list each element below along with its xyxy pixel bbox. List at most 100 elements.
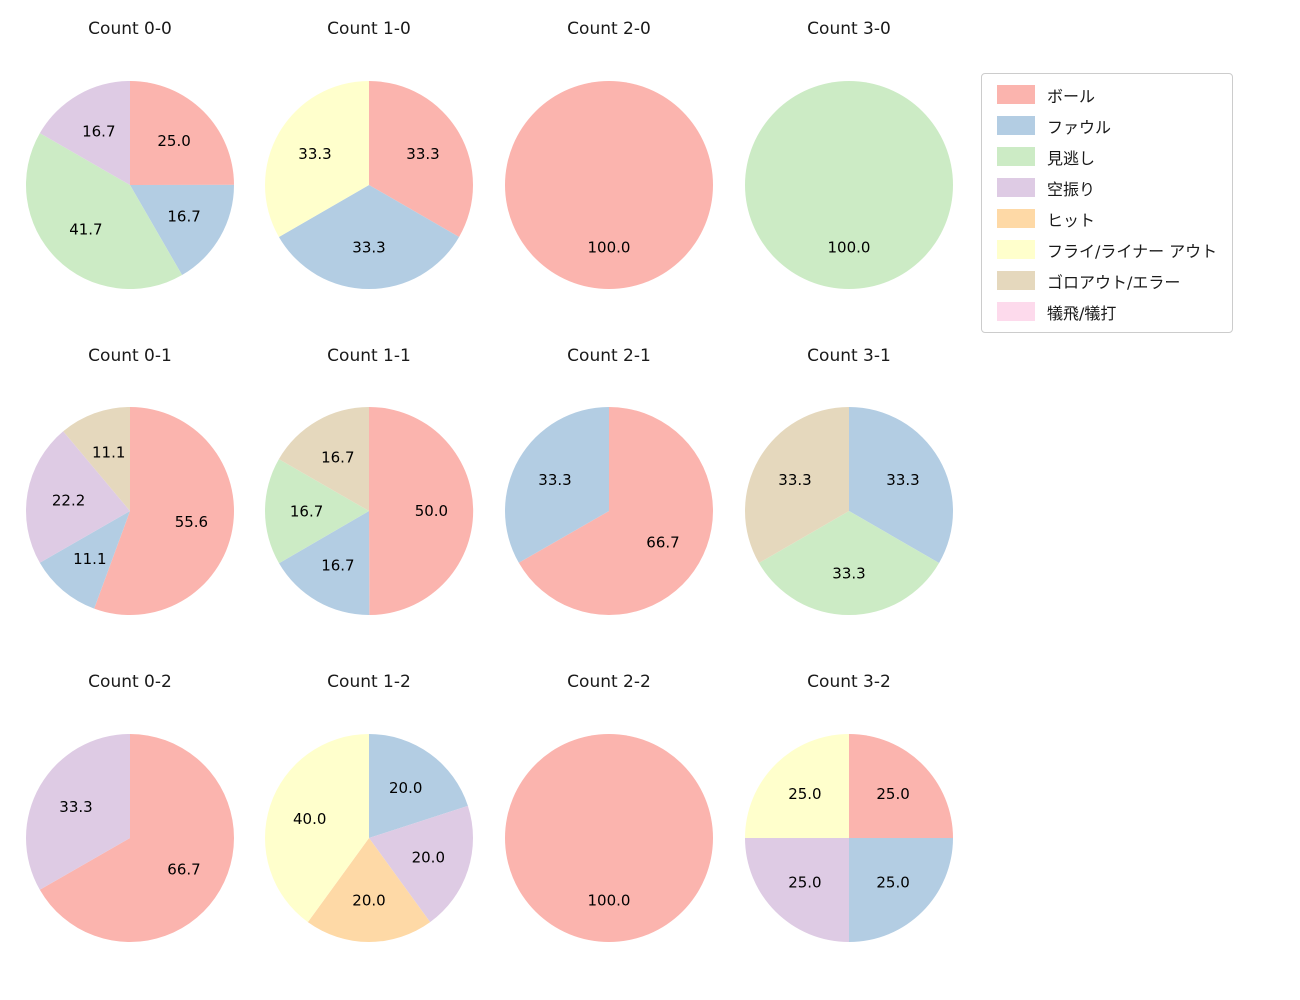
pie-slice-called-strike	[758, 511, 940, 616]
pie-slice-percent-label: 16.7	[290, 502, 323, 520]
pie-slice-ground-out-error	[63, 407, 130, 511]
pie-chart-count-3-0: 100.0	[745, 81, 953, 289]
pie-slice-percent-label: 33.3	[832, 565, 865, 583]
pie-slice-foul	[39, 511, 130, 609]
pie-slice-percent-label: 66.7	[646, 534, 679, 552]
legend-entry-fly-liner-out: フライ/ライナー アウト	[997, 240, 1218, 261]
pie-slice-ball	[518, 407, 713, 615]
pie-slice-percent-label: 25.0	[157, 132, 190, 150]
pie-slice-ball	[505, 734, 713, 942]
pie-slice-percent-label: 16.7	[321, 556, 354, 574]
pie-slice-percent-label: 41.7	[69, 220, 102, 238]
pie-slice-percent-label: 33.3	[538, 471, 571, 489]
pie-slice-foul	[849, 407, 954, 563]
pie-chart-count-2-0: 100.0	[505, 81, 713, 289]
pie-slice-called-strike	[264, 459, 369, 564]
pie-slice-percent-label: 33.3	[406, 145, 439, 163]
pie-slice-ball	[130, 81, 234, 185]
legend-label: ボール	[1047, 86, 1096, 106]
pie-slice-percent-label: 50.0	[415, 502, 448, 520]
pie-title: Count 1-1	[327, 346, 411, 366]
pie-slice-called-strike	[745, 81, 953, 289]
pie-slice-foul	[369, 734, 468, 838]
pie-slice-percent-label: 11.1	[92, 444, 125, 462]
pie-slice-ball	[39, 734, 234, 942]
pie-slice-ground-out-error	[744, 407, 849, 563]
pie-slice-fly-liner-out	[264, 734, 369, 923]
pie-slice-ground-out-error	[278, 407, 369, 511]
pie-slice-percent-label: 40.0	[293, 810, 326, 828]
pie-title: Count 2-0	[567, 19, 651, 39]
pie-slice-percent-label: 25.0	[788, 785, 821, 803]
pie-chart-count-0-1: 55.6 11.1 22.2 11.1	[25, 407, 234, 615]
pie-title: Count 0-1	[88, 346, 172, 366]
pie-chart-count-1-0: 33.3 33.3 33.3	[264, 80, 474, 290]
pie-slice-swinging-strike	[39, 81, 130, 185]
pie-title: Count 3-0	[807, 19, 891, 39]
pie-slice-swinging-strike	[745, 838, 849, 942]
pie-slice-ball	[94, 407, 234, 615]
pie-slice-ball	[849, 734, 953, 838]
legend-swatch-fly-liner-out	[997, 240, 1035, 259]
legend-swatch-ball	[997, 85, 1035, 104]
legend: ボールファウル見逃し空振りヒットフライ/ライナー アウト ゴロアウト/エラー 犠飛/…	[981, 73, 1234, 333]
pie-chart-count-3-2: 25.0 25.0 25.0 25.0	[745, 734, 953, 942]
pie-title: Count 1-2	[327, 672, 411, 692]
legend-swatch-called-strike	[997, 147, 1035, 166]
pie-slice-percent-label: 11.1	[73, 550, 106, 568]
legend-label: 犠飛/犠打	[1047, 303, 1117, 323]
pie-title: Count 2-1	[567, 346, 651, 366]
legend-label: ファウル	[1047, 117, 1112, 137]
pie-slice-foul	[278, 185, 460, 290]
pie-title: Count 2-2	[567, 672, 651, 692]
pie-title: Count 3-2	[807, 672, 891, 692]
pie-slice-swinging-strike	[25, 431, 130, 563]
pie-chart-count-1-2: 20.0 20.0 20.0 40.0	[264, 734, 474, 943]
legend-swatch-swinging-strike	[997, 178, 1035, 197]
legend-label: ゴロアウト/エラー	[1047, 272, 1181, 292]
pie-chart-count-0-2: 66.7 33.3	[25, 734, 234, 942]
pie-chart-count-0-0: 25.0 16.7 41.7 16.7	[25, 81, 235, 290]
pie-slice-ball	[369, 81, 474, 237]
pie-slice-foul	[279, 511, 370, 616]
pie-slice-percent-label: 16.7	[321, 448, 354, 466]
pie-slice-fly-liner-out	[264, 80, 369, 237]
legend-swatch-sacrifice	[997, 302, 1035, 321]
pie-slice-foul	[130, 184, 235, 276]
pie-slice-ball	[369, 406, 474, 615]
pie-slice-percent-label: 20.0	[352, 892, 385, 910]
pie-slice-percent-label: 22.2	[52, 491, 85, 509]
pie-slice-percent-label: 25.0	[876, 785, 909, 803]
pie-slice-hit	[307, 838, 431, 943]
pie-slice-swinging-strike	[25, 734, 130, 890]
pie-slice-ball	[505, 81, 713, 289]
pie-title: Count 0-0	[88, 19, 172, 39]
pie-title: Count 3-1	[807, 346, 891, 366]
legend-swatch-foul	[997, 116, 1035, 135]
pie-title: Count 0-2	[88, 672, 172, 692]
legend-entry-called-strike: 見逃し	[997, 147, 1217, 168]
pie-slice-percent-label: 25.0	[788, 873, 821, 891]
pie-slice-percent-label: 20.0	[389, 779, 422, 797]
pie-slice-percent-label: 20.0	[412, 849, 445, 867]
pie-slice-percent-label: 33.3	[59, 798, 92, 816]
pie-slice-swinging-strike	[369, 805, 474, 923]
pie-title: Count 1-0	[327, 19, 411, 39]
pie-slice-fly-liner-out	[745, 734, 849, 838]
pie-slice-percent-label: 25.0	[876, 873, 909, 891]
legend-entry-hit: ヒット	[997, 209, 1217, 230]
legend-label: フライ/ライナー アウト	[1047, 241, 1218, 261]
legend-entry-ground-out-error: ゴロアウト/エラー	[997, 271, 1217, 292]
pie-slice-percent-label: 55.6	[175, 513, 208, 531]
pie-slice-foul	[504, 407, 609, 563]
pie-chart-count-2-2: 100.0	[505, 734, 713, 942]
pie-slice-percent-label: 100.0	[828, 239, 871, 257]
legend-label: ヒット	[1047, 210, 1096, 230]
legend-label: 見逃し	[1047, 148, 1096, 168]
legend-entry-ball: ボール	[997, 85, 1217, 106]
pie-slice-percent-label: 100.0	[588, 892, 631, 910]
legend-label: 空振り	[1047, 179, 1096, 199]
legend-entry-swinging-strike: 空振り	[997, 178, 1217, 199]
pie-slice-percent-label: 66.7	[167, 861, 200, 879]
